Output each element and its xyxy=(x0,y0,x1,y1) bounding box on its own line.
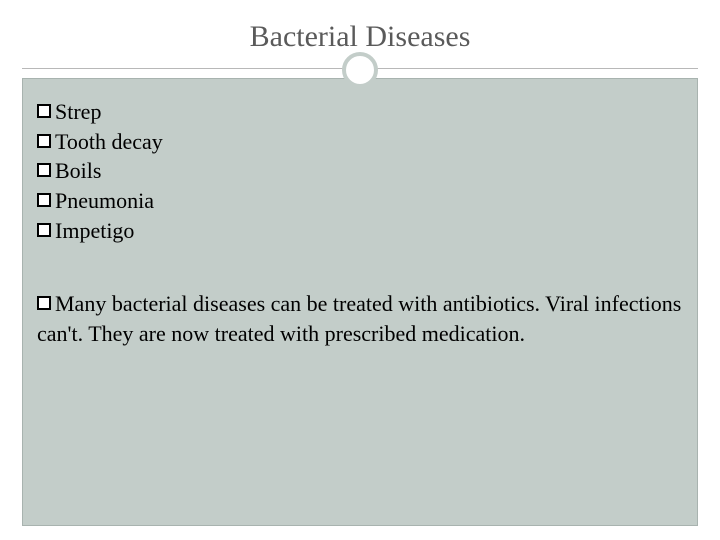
list-item: Boils xyxy=(37,156,683,186)
list-item-text: Pneumonia xyxy=(55,186,154,216)
bullet-list: Strep Tooth decay Boils Pneumonia Impeti… xyxy=(37,97,683,245)
square-bullet-icon xyxy=(37,134,51,148)
list-item: Pneumonia xyxy=(37,186,683,216)
list-item: Tooth decay xyxy=(37,127,683,157)
list-item-text: Boils xyxy=(55,156,101,186)
list-item-text: Impetigo xyxy=(55,216,134,246)
slide-container: Bacterial Diseases Strep Tooth decay Boi… xyxy=(0,0,720,540)
list-item-text: Tooth decay xyxy=(55,127,163,157)
slide-title: Bacterial Diseases xyxy=(0,20,720,54)
paragraph-block: Many bacterial diseases can be treated w… xyxy=(37,289,683,348)
square-bullet-icon xyxy=(37,193,51,207)
list-item: Impetigo xyxy=(37,216,683,246)
list-item: Strep xyxy=(37,97,683,127)
square-bullet-icon xyxy=(37,223,51,237)
list-item-text: Strep xyxy=(55,97,101,127)
square-bullet-icon xyxy=(37,163,51,177)
square-bullet-icon xyxy=(37,104,51,118)
circle-decoration-icon xyxy=(342,52,378,88)
paragraph-item: Many bacterial diseases can be treated w… xyxy=(37,289,683,348)
paragraph-text: Many bacterial diseases can be treated w… xyxy=(37,289,683,348)
square-bullet-icon xyxy=(37,296,51,310)
content-panel: Strep Tooth decay Boils Pneumonia Impeti… xyxy=(22,78,698,526)
